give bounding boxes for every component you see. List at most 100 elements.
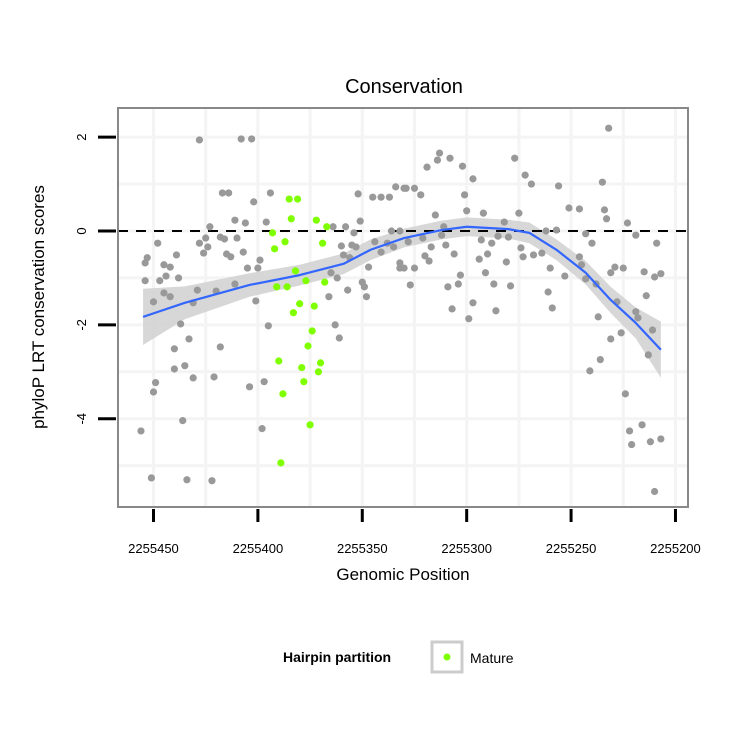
data-point (335, 334, 343, 342)
y-tick-label: -4 (74, 413, 89, 425)
data-point (607, 269, 615, 277)
legend-key-box (430, 640, 464, 674)
data-point (241, 219, 249, 227)
data-point-mature (321, 278, 329, 286)
data-point (174, 274, 183, 282)
legend: Hairpin partition Mature (283, 640, 514, 674)
data-point (377, 193, 385, 201)
data-point-mature (300, 378, 308, 386)
data-point (331, 321, 339, 329)
data-point (628, 440, 636, 449)
data-point (517, 244, 525, 252)
data-point (596, 356, 604, 364)
data-point-mature (285, 195, 293, 203)
data-point (360, 283, 368, 291)
data-point (575, 205, 584, 213)
x-axis-title: Genomic Position (336, 565, 469, 584)
data-point (339, 251, 348, 259)
data-point (588, 239, 596, 247)
data-point (400, 264, 408, 272)
data-point (431, 211, 439, 219)
data-point (657, 435, 665, 443)
data-point (648, 326, 657, 334)
data-point-mature (319, 239, 327, 247)
data-point (419, 234, 427, 242)
y-tick-label: 0 (74, 227, 89, 234)
data-point (634, 314, 642, 322)
data-point (225, 189, 233, 197)
data-point (154, 239, 162, 247)
data-point (364, 263, 373, 271)
data-point (258, 425, 266, 433)
data-point (529, 251, 538, 259)
data-point (402, 184, 410, 192)
data-point (477, 236, 485, 244)
data-point-mature (312, 216, 320, 224)
x-tick-label: 2255250 (546, 541, 597, 556)
data-point-mature (306, 421, 314, 429)
data-point (463, 207, 471, 215)
data-point-mature (298, 363, 306, 372)
data-point (515, 209, 523, 217)
data-point (218, 189, 226, 197)
data-point (149, 298, 158, 306)
data-point (527, 180, 536, 188)
data-point (141, 277, 149, 285)
data-point (511, 154, 519, 162)
data-point (147, 474, 156, 482)
data-point (377, 248, 385, 256)
data-point-mature (281, 238, 289, 246)
data-point-mature (277, 459, 285, 467)
x-tick-label: 2255350 (337, 541, 388, 556)
data-point (333, 274, 341, 282)
data-point (479, 209, 487, 217)
data-point (423, 163, 431, 171)
data-point-mature (323, 223, 331, 231)
data-point (421, 252, 429, 260)
data-point (266, 189, 275, 197)
confidence-band-area (143, 217, 661, 378)
data-point (369, 193, 377, 201)
data-point (483, 250, 492, 258)
data-point (208, 477, 216, 485)
data-point-mature (279, 390, 287, 398)
data-point (607, 335, 615, 343)
chart-title: Conservation (345, 76, 463, 98)
data-point (460, 191, 469, 199)
data-point (469, 175, 477, 183)
data-point (538, 249, 546, 257)
data-point (137, 427, 145, 435)
data-point (181, 362, 189, 370)
data-point (653, 239, 661, 247)
data-point (385, 193, 394, 201)
data-point (371, 238, 379, 246)
data-point (435, 149, 444, 157)
data-point (619, 264, 627, 272)
data-point (448, 305, 456, 313)
data-point (575, 253, 584, 261)
data-point (611, 263, 619, 271)
data-point (185, 335, 193, 343)
data-point (352, 243, 360, 251)
data-point-mature (268, 229, 277, 237)
confidence-band (143, 217, 661, 378)
data-point (160, 289, 168, 297)
data-point (417, 191, 425, 199)
data-point (481, 269, 490, 277)
data-point (542, 227, 550, 235)
data-point (195, 239, 204, 247)
data-point (356, 217, 364, 225)
data-point (632, 308, 640, 316)
data-point (166, 293, 174, 301)
data-point (404, 238, 412, 246)
data-point (183, 476, 191, 484)
data-point (248, 135, 256, 143)
x-tick-label: 2255300 (441, 541, 492, 556)
loess-fit-line (142, 225, 662, 351)
data-point (469, 299, 477, 307)
data-point (438, 231, 446, 239)
data-point (162, 272, 170, 280)
data-point (210, 373, 218, 381)
data-point (598, 178, 606, 186)
